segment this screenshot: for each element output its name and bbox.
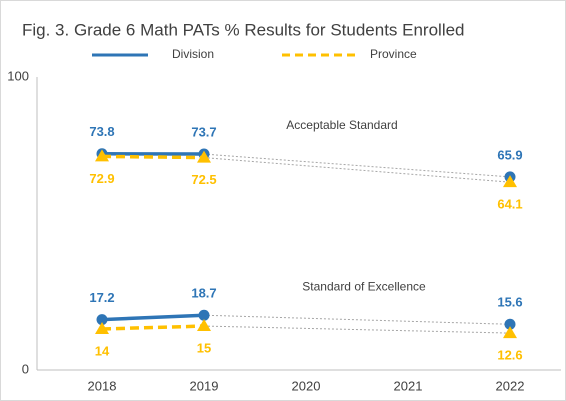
data-label: 72.5 <box>191 172 216 187</box>
data-label: 73.7 <box>191 124 216 139</box>
group-label: Standard of Excellence <box>302 279 426 293</box>
x-tick-label: 2018 <box>88 378 117 393</box>
x-tick-label: 2021 <box>394 378 423 393</box>
gap-connector <box>203 157 511 183</box>
point <box>95 149 109 162</box>
y-tick-label: 0 <box>22 361 29 376</box>
point <box>197 150 211 163</box>
point <box>197 319 211 332</box>
point <box>198 309 210 321</box>
data-label: 14 <box>95 343 110 358</box>
point <box>96 314 108 326</box>
chart-title: Fig. 3. Grade 6 Math PATs % Results for … <box>22 20 465 39</box>
gap-connector <box>203 314 511 325</box>
data-label: 65.9 <box>497 147 522 162</box>
data-label: 15 <box>197 340 211 355</box>
data-label: 73.8 <box>89 124 114 139</box>
data-label: 17.2 <box>89 290 114 305</box>
point <box>503 326 517 339</box>
y-tick-label: 100 <box>7 68 29 83</box>
data-label: 72.9 <box>89 171 114 186</box>
point <box>95 321 109 334</box>
x-tick-label: 2022 <box>496 378 525 393</box>
x-tick-label: 2020 <box>292 378 321 393</box>
x-tick-label: 2019 <box>190 378 219 393</box>
data-label: 15.6 <box>497 295 522 310</box>
group-label: Acceptable Standard <box>286 118 397 132</box>
data-label: 12.6 <box>497 348 522 363</box>
legend-label: Division <box>172 47 214 61</box>
point <box>504 318 516 330</box>
data-label: 18.7 <box>191 286 216 301</box>
legend-label: Province <box>370 47 417 61</box>
gap-connector <box>203 325 511 334</box>
data-label: 64.1 <box>497 197 522 212</box>
point <box>503 175 517 188</box>
gap-connector <box>203 153 511 178</box>
series-line <box>101 324 205 331</box>
series-line <box>101 154 205 160</box>
series-line <box>101 313 205 322</box>
